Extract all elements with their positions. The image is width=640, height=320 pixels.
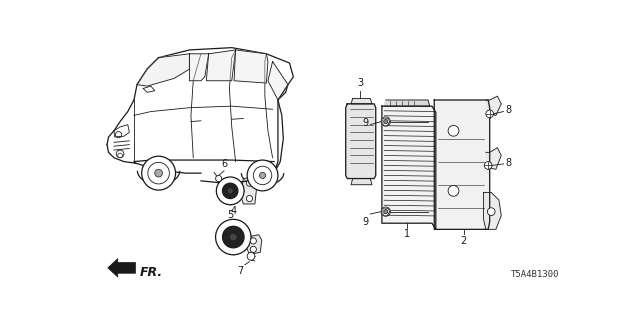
Text: 1: 1 bbox=[403, 229, 410, 239]
Circle shape bbox=[488, 208, 495, 215]
Circle shape bbox=[227, 188, 234, 194]
Circle shape bbox=[116, 150, 124, 158]
Polygon shape bbox=[108, 259, 136, 277]
Text: 4: 4 bbox=[230, 205, 236, 215]
Circle shape bbox=[250, 246, 257, 252]
Polygon shape bbox=[189, 54, 209, 81]
Polygon shape bbox=[384, 100, 429, 106]
Circle shape bbox=[250, 238, 257, 244]
Circle shape bbox=[148, 162, 170, 184]
Circle shape bbox=[247, 160, 278, 191]
Circle shape bbox=[216, 219, 251, 255]
Circle shape bbox=[253, 166, 272, 185]
Circle shape bbox=[230, 233, 237, 241]
Polygon shape bbox=[246, 235, 262, 254]
Polygon shape bbox=[346, 104, 376, 179]
Circle shape bbox=[448, 125, 459, 136]
Text: 9: 9 bbox=[363, 217, 369, 227]
Circle shape bbox=[115, 132, 122, 138]
Polygon shape bbox=[351, 179, 372, 185]
Circle shape bbox=[247, 252, 255, 260]
Polygon shape bbox=[484, 192, 501, 229]
Text: 8: 8 bbox=[505, 158, 511, 168]
Polygon shape bbox=[268, 61, 288, 100]
Text: T5A4B1300: T5A4B1300 bbox=[511, 270, 559, 279]
Text: 8: 8 bbox=[505, 105, 511, 115]
Circle shape bbox=[381, 117, 390, 126]
Circle shape bbox=[223, 183, 238, 198]
Text: 7: 7 bbox=[237, 266, 243, 276]
Polygon shape bbox=[234, 50, 268, 83]
Circle shape bbox=[216, 175, 221, 182]
Circle shape bbox=[486, 110, 493, 118]
Polygon shape bbox=[486, 148, 501, 169]
Circle shape bbox=[246, 196, 253, 202]
Circle shape bbox=[216, 177, 244, 205]
Circle shape bbox=[484, 162, 492, 169]
Polygon shape bbox=[351, 99, 372, 104]
Text: 3: 3 bbox=[357, 78, 364, 88]
Text: FR.: FR. bbox=[140, 266, 163, 279]
Text: 9: 9 bbox=[363, 118, 369, 128]
Polygon shape bbox=[382, 106, 436, 229]
Circle shape bbox=[381, 207, 390, 216]
Polygon shape bbox=[137, 54, 189, 86]
Circle shape bbox=[448, 186, 459, 196]
Polygon shape bbox=[241, 177, 257, 204]
Polygon shape bbox=[486, 96, 501, 116]
Text: 5: 5 bbox=[227, 210, 234, 220]
Circle shape bbox=[155, 169, 163, 177]
Circle shape bbox=[118, 153, 122, 158]
Circle shape bbox=[141, 156, 175, 190]
Circle shape bbox=[223, 226, 244, 248]
Text: 2: 2 bbox=[460, 236, 467, 245]
Polygon shape bbox=[435, 100, 490, 229]
Polygon shape bbox=[206, 50, 236, 81]
Circle shape bbox=[246, 180, 253, 186]
Text: 6: 6 bbox=[221, 159, 227, 169]
Circle shape bbox=[259, 172, 266, 179]
Circle shape bbox=[383, 119, 388, 124]
Circle shape bbox=[383, 210, 388, 214]
